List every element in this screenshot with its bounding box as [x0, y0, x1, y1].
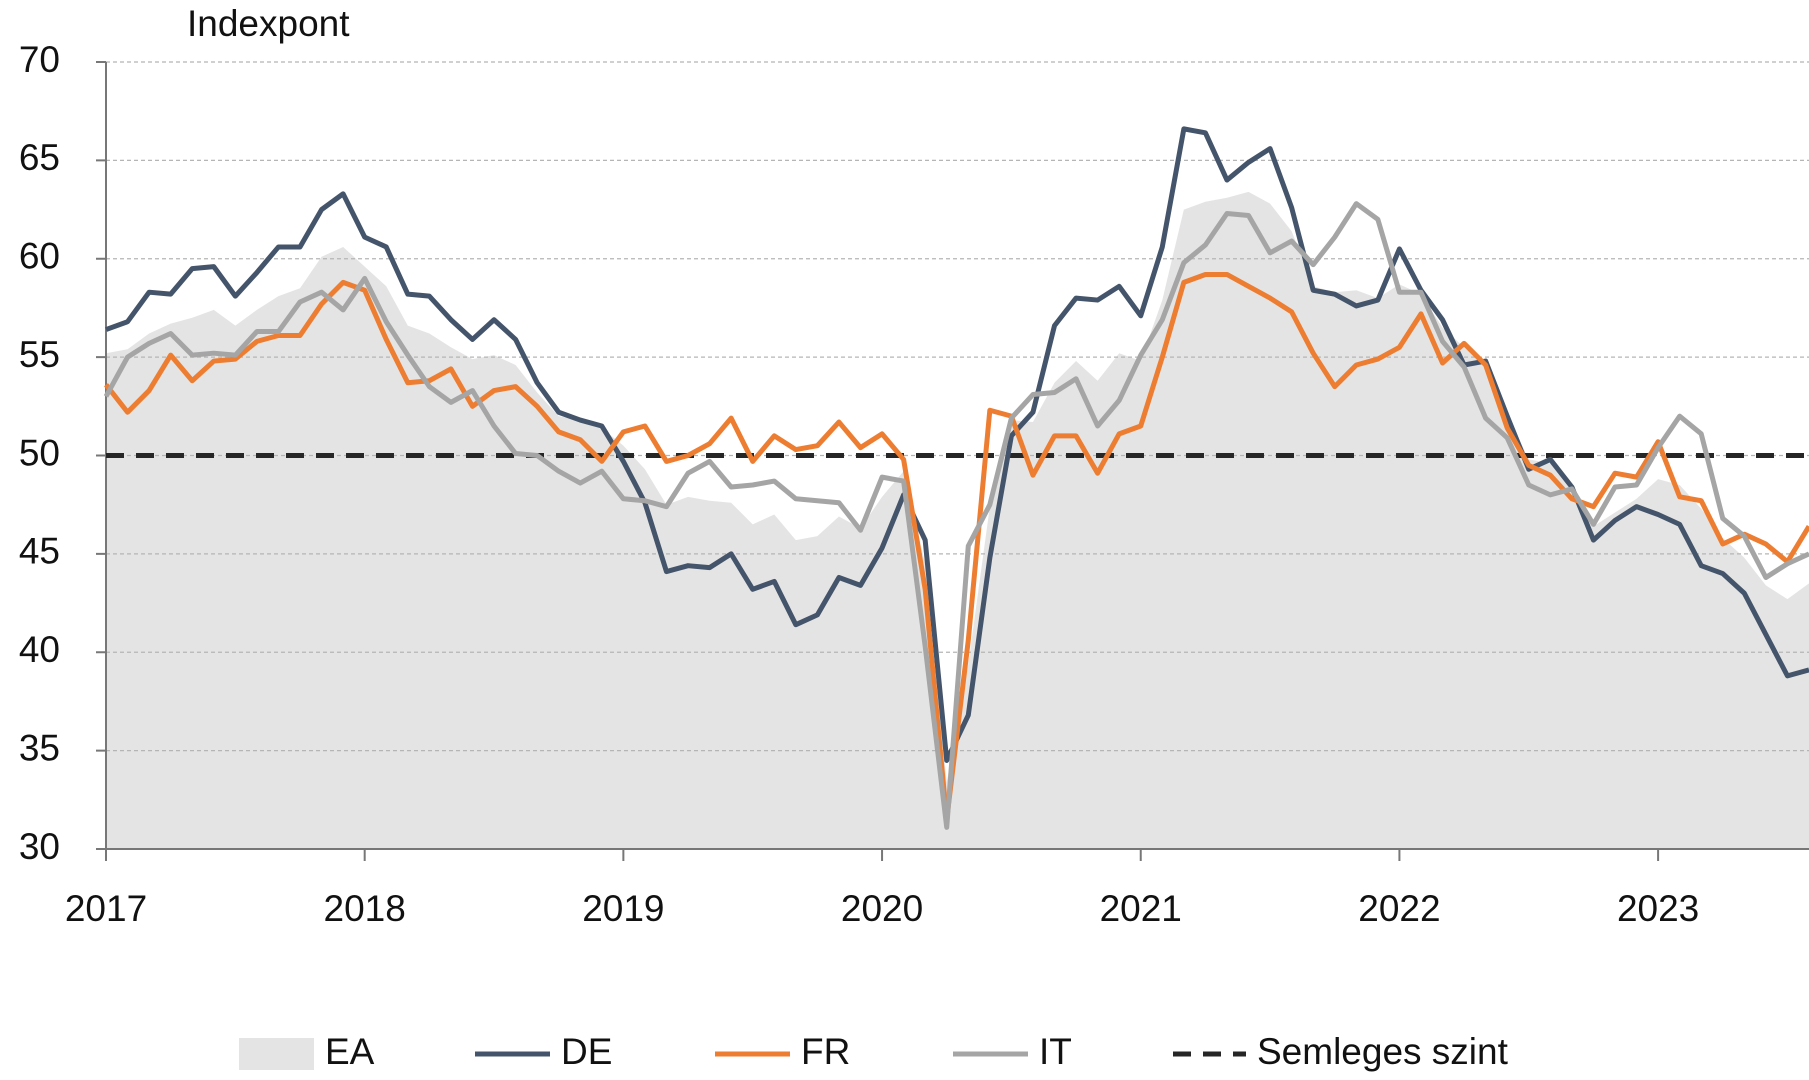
x-tick-label: 2017 [65, 888, 147, 929]
y-tick-label: 70 [19, 39, 60, 80]
x-tick-label: 2023 [1617, 888, 1699, 929]
x-tick-label: 2021 [1100, 888, 1182, 929]
line [104, 271, 1809, 822]
y-tick-label: 65 [19, 137, 60, 178]
legend-swatch [239, 1038, 314, 1070]
legend-label: Semleges szint [1257, 1031, 1509, 1072]
legend-label: IT [1039, 1031, 1072, 1072]
x-tick-label: 2018 [324, 888, 406, 929]
y-tick-label: 30 [19, 826, 60, 867]
legend-label: FR [801, 1031, 850, 1072]
y-axis-title: Indexpont [187, 3, 350, 44]
x-tick-label: 2022 [1358, 888, 1440, 929]
legend-label: EA [325, 1031, 375, 1072]
y-tick-label: 60 [19, 236, 60, 277]
x-tick-label: 2020 [841, 888, 923, 929]
legend-label: DE [561, 1031, 612, 1072]
y-tick-label: 45 [19, 531, 60, 572]
y-tick-label: 55 [19, 334, 60, 375]
x-tick-label: 2019 [582, 888, 664, 929]
y-tick-label: 40 [19, 629, 60, 670]
y-tick-label: 50 [19, 432, 60, 473]
line [103, 201, 1809, 830]
y-tick-label: 35 [19, 727, 60, 768]
